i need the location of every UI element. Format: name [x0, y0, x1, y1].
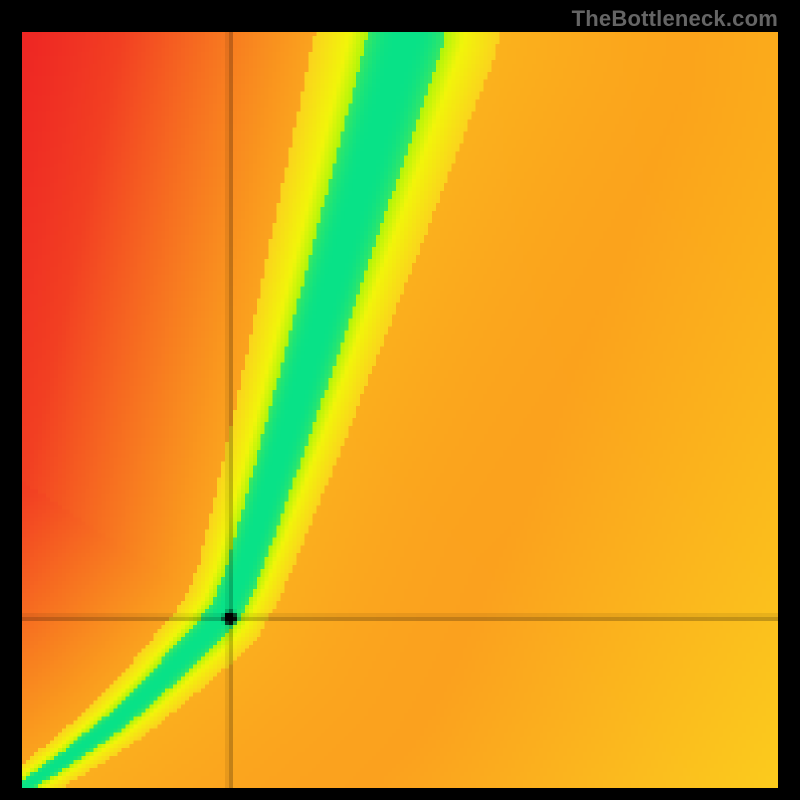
- bottleneck-heatmap: [22, 32, 778, 788]
- watermark-text: TheBottleneck.com: [572, 6, 778, 32]
- chart-container: TheBottleneck.com: [0, 0, 800, 800]
